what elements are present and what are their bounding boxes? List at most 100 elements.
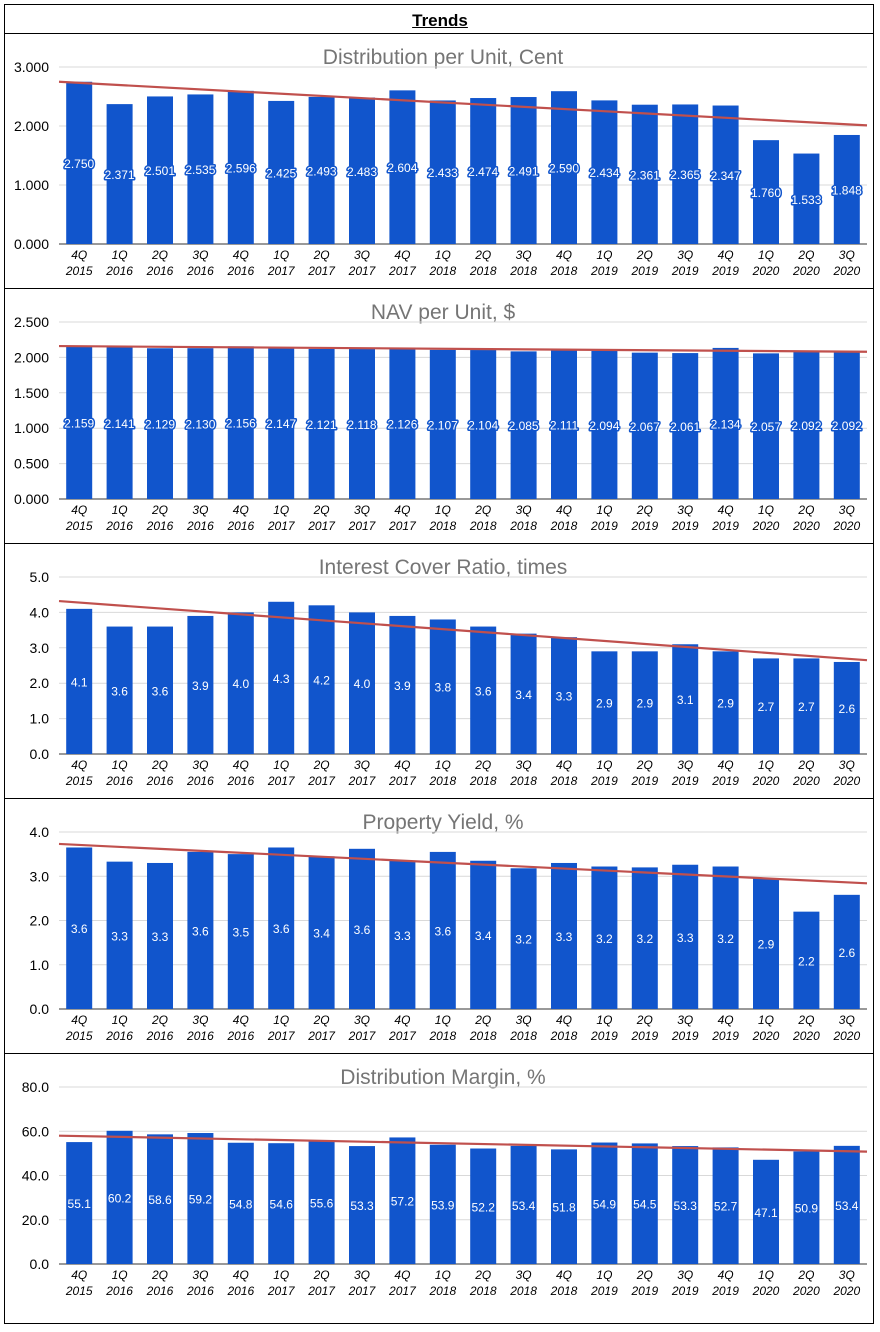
x-tick-year: 2017 xyxy=(348,519,377,533)
x-tick-quarter: 1Q xyxy=(112,758,128,772)
chart-panel-yield: Property Yield, % 0.0 1.0 2.0 3.0 4.0 3.6 3.3 3.… xyxy=(5,798,873,1054)
x-tick-quarter: 4Q xyxy=(718,1268,734,1282)
x-tick-quarter: 3Q xyxy=(516,248,532,262)
x-tick-year: 2016 xyxy=(226,1284,254,1298)
x-tick-quarter: 4Q xyxy=(556,1013,572,1027)
x-tick-year: 2018 xyxy=(428,519,456,533)
x-tick-quarter: 1Q xyxy=(596,758,612,772)
x-tick-year: 2018 xyxy=(509,264,537,278)
x-tick-year: 2017 xyxy=(388,1029,417,1043)
trend-line xyxy=(58,599,868,662)
chart-icr: Interest Cover Ratio, times 0.0 1.0 2.0 3.0 4… xyxy=(30,556,868,788)
x-tick-quarter: 2Q xyxy=(313,758,330,772)
data-label: 2.7 xyxy=(798,700,815,714)
chart-panel-dpu: Distribution per Unit, Cent 0.000 1.000 2.0… xyxy=(5,33,873,289)
bar xyxy=(147,1134,173,1264)
x-tick-year: 2016 xyxy=(105,774,133,788)
y-tick-label: 2.000 xyxy=(14,349,49,365)
bar xyxy=(510,1145,537,1264)
x-tick-year: 2019 xyxy=(711,774,739,788)
chart-panel-margin: Distribution Margin, % 0.0 20.0 40.0 60.0 80.… xyxy=(5,1053,873,1324)
bar xyxy=(147,862,173,1009)
trends-frame: Trends Distribution per Unit, Cent 0.000 1… xyxy=(4,4,874,1324)
bar xyxy=(470,626,497,754)
data-label: 3.3 xyxy=(152,930,169,944)
x-tick-quarter: 4Q xyxy=(556,248,572,262)
bar xyxy=(753,1159,779,1264)
bar xyxy=(631,104,658,245)
x-tick-year: 2019 xyxy=(671,1284,699,1298)
chart-panel-nav: NAV per Unit, $ 0.000 0.500 1.000 1.500 2.000… xyxy=(5,288,873,544)
y-tick-label: 4.0 xyxy=(30,824,50,840)
data-label: 60.2 xyxy=(108,1191,132,1205)
y-tick-label: 3.0 xyxy=(30,868,50,884)
x-tick-quarter: 1Q xyxy=(273,248,289,262)
x-tick-quarter: 1Q xyxy=(758,248,774,262)
chart-yield: Property Yield, % 0.0 1.0 2.0 3.0 4.0 3.6 3.3 3.… xyxy=(30,811,868,1043)
x-tick-quarter: 3Q xyxy=(192,503,208,517)
x-tick-quarter: 3Q xyxy=(677,503,693,517)
bar xyxy=(66,81,93,244)
x-tick-quarter: 2Q xyxy=(797,758,814,772)
x-tick-year: 2018 xyxy=(509,1029,537,1043)
data-label: 3.2 xyxy=(515,933,532,947)
data-label: 3.3 xyxy=(556,930,573,944)
x-tick-quarter: 1Q xyxy=(596,503,612,517)
x-tick-quarter: 3Q xyxy=(839,1013,855,1027)
bar xyxy=(753,353,779,499)
data-label: 2.6 xyxy=(838,946,855,960)
data-label: 2.361 xyxy=(630,168,660,182)
bar xyxy=(510,633,537,754)
x-tick-quarter: 2Q xyxy=(636,248,653,262)
y-tick-label: 0.000 xyxy=(14,236,49,252)
x-tick-quarter: 2Q xyxy=(313,248,330,262)
x-tick-year: 2016 xyxy=(105,264,133,278)
bar xyxy=(833,661,860,754)
x-tick-quarter: 3Q xyxy=(354,248,370,262)
bar xyxy=(147,348,173,499)
bar xyxy=(308,1140,335,1264)
bar xyxy=(389,348,416,499)
y-tick-label: 2.000 xyxy=(14,118,49,134)
x-tick-quarter: 2Q xyxy=(313,1268,330,1282)
x-tick-quarter: 3Q xyxy=(516,1268,532,1282)
x-tick-year: 2017 xyxy=(307,264,336,278)
x-tick-quarter: 3Q xyxy=(677,758,693,772)
y-tick-label: 1.0 xyxy=(30,957,50,973)
x-tick-year: 2016 xyxy=(226,774,254,788)
bar xyxy=(187,615,214,754)
bar xyxy=(268,847,295,1009)
bar xyxy=(591,100,618,244)
y-tick-label: 3.0 xyxy=(30,640,50,656)
data-label: 3.6 xyxy=(152,684,169,698)
data-label: 3.9 xyxy=(394,679,411,693)
x-tick-year: 2018 xyxy=(428,774,456,788)
data-label: 2.061 xyxy=(670,420,700,434)
x-tick-quarter: 2Q xyxy=(797,1268,814,1282)
x-tick-quarter: 1Q xyxy=(435,1268,451,1282)
x-tick-quarter: 2Q xyxy=(151,1268,168,1282)
data-label: 3.3 xyxy=(111,929,128,943)
bar xyxy=(389,615,416,754)
x-tick-quarter: 2Q xyxy=(797,1013,814,1027)
x-tick-quarter: 1Q xyxy=(435,1013,451,1027)
bar xyxy=(227,854,254,1009)
bar xyxy=(66,608,93,754)
x-tick-year: 2016 xyxy=(146,1029,174,1043)
data-label: 2.9 xyxy=(758,938,775,952)
x-tick-quarter: 3Q xyxy=(354,1268,370,1282)
bar xyxy=(793,658,820,754)
bar xyxy=(389,860,416,1009)
trend-line xyxy=(58,842,868,885)
trend-line xyxy=(58,80,868,127)
bar xyxy=(106,861,133,1009)
x-tick-year: 2016 xyxy=(226,264,254,278)
bar xyxy=(308,856,335,1009)
data-label: 3.6 xyxy=(273,922,290,936)
x-tick-quarter: 4Q xyxy=(556,503,572,517)
bar xyxy=(227,612,254,754)
data-label: 53.3 xyxy=(674,1199,698,1213)
x-tick-quarter: 1Q xyxy=(435,503,451,517)
x-tick-quarter: 2Q xyxy=(313,1013,330,1027)
x-tick-year: 2020 xyxy=(832,264,860,278)
